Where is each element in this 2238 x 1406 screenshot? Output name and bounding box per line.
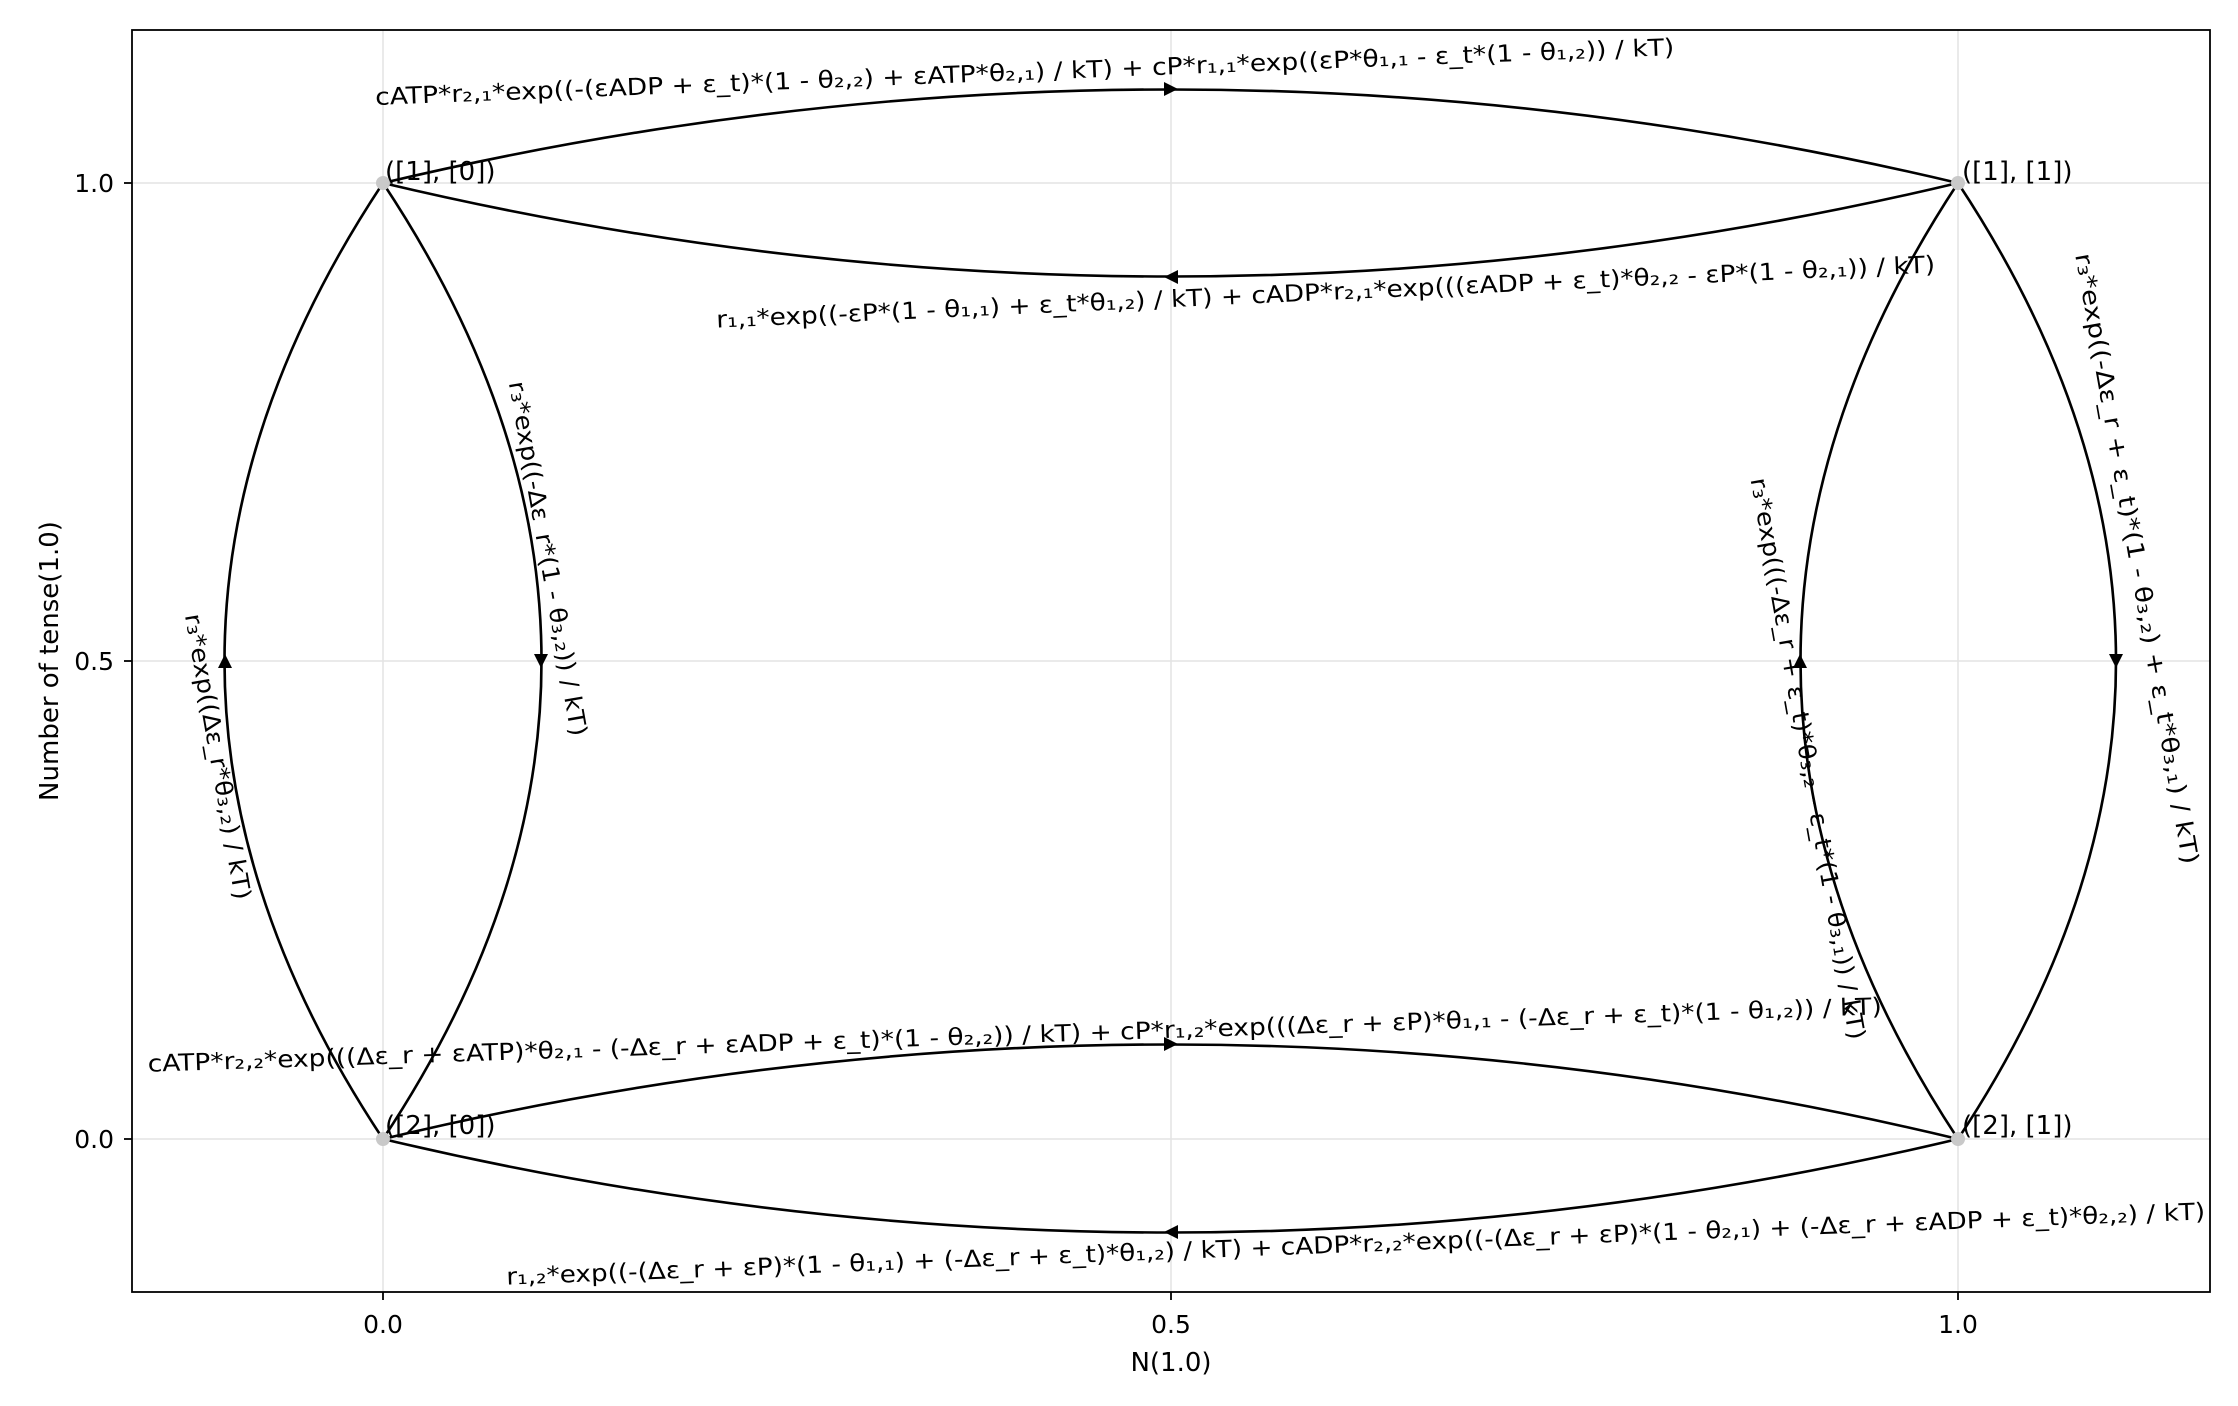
arrow-top-forward [1164, 82, 1178, 96]
x-axis-label: N(1.0) [1130, 1348, 1211, 1378]
node-marker-n11[interactable] [1951, 176, 1965, 190]
edge-label-left-up: r₃*exp((Δε_r*θ₃,₂) / kT) [179, 611, 257, 901]
node-labels: ([1], [0]) ([1], [1]) ([2], [0]) ([2], [… [385, 157, 2072, 1141]
x-tick-labels: 0.0 0.5 1.0 [363, 1310, 1978, 1339]
arrow-left-up [218, 654, 232, 668]
node-label-n10: ([1], [0]) [385, 157, 495, 187]
x-tick-label: 0.0 [363, 1310, 403, 1339]
node-label-n11: ([1], [1]) [1962, 157, 2072, 187]
edge-label-bottom-forward: cATP*r₂,₂*exp(((Δε_r + εATP)*θ₂,₁ - (-Δε… [147, 992, 1882, 1078]
axis-ticks [124, 182, 1959, 1300]
node-label-n20: ([2], [0]) [385, 1111, 495, 1141]
node-marker-n20[interactable] [376, 1132, 390, 1146]
gridlines [132, 30, 2210, 1292]
arrow-bottom-forward [1164, 1037, 1178, 1051]
edge-label-bottom-back: r₁,₂*exp((-(Δε_r + εP)*(1 - θ₁,₁) + (-Δε… [506, 1197, 2206, 1290]
node-label-n21: ([2], [1]) [1962, 1111, 2072, 1141]
arrow-right-up [1793, 654, 1807, 668]
x-tick-label: 1.0 [1938, 1310, 1978, 1339]
node-marker-n10[interactable] [376, 176, 390, 190]
edge-labels: cATP*r₂,₁*exp((-(εADP + ε_t)*(1 - θ₂,₂) … [147, 33, 2205, 1291]
edge-label-top-forward: cATP*r₂,₁*exp((-(εADP + ε_t)*(1 - θ₂,₂) … [375, 33, 1675, 111]
y-tick-label: 1.0 [74, 169, 114, 198]
arrow-left-down [534, 654, 548, 668]
edge-label-right-down: r₃*exp((-Δε_r + ε_t)*(1 - θ₃,₂) + ε_t*θ₃… [2069, 251, 2204, 866]
arrow-bottom-back [1164, 1225, 1178, 1239]
y-axis-label: Number of tense(1.0) [35, 521, 65, 801]
y-tick-label: 0.5 [74, 647, 114, 676]
edge-label-left-down: r₃*exp((-Δε_r*(1 - θ₃,₂)) / kT) [503, 379, 593, 738]
arrow-top-back [1164, 270, 1178, 284]
arrow-right-down [2109, 654, 2123, 668]
x-tick-label: 0.5 [1151, 1310, 1191, 1339]
arrowheads [218, 82, 2123, 1239]
y-tick-label: 0.0 [74, 1125, 114, 1154]
edge-label-top-back: r₁,₁*exp((-εP*(1 - θ₁,₁) + ε_t*θ₁,₂) / k… [716, 250, 1936, 333]
node-marker-n21[interactable] [1951, 1132, 1965, 1146]
y-tick-labels: 1.0 0.5 0.0 [74, 169, 114, 1154]
nodes [376, 176, 1965, 1146]
